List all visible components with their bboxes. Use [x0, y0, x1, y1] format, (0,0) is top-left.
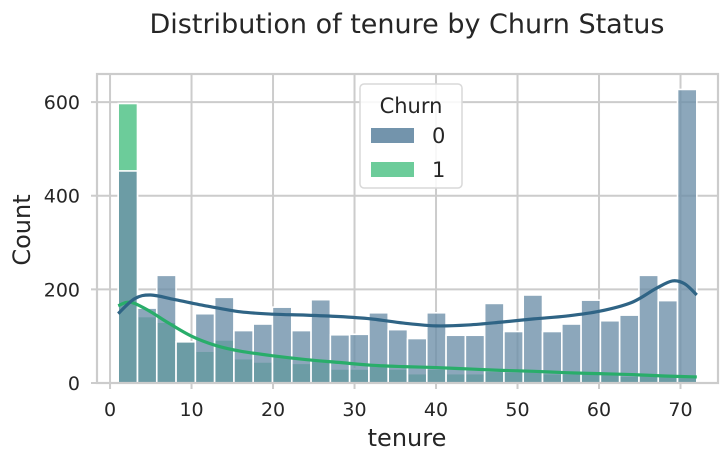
legend-title: Churn: [380, 94, 443, 118]
y-axis-label: Count: [8, 194, 36, 265]
kde-line-churn-1: [117, 300, 697, 379]
x-axis-label: tenure: [368, 424, 447, 452]
legend-swatch-churn-0: [371, 128, 414, 143]
x-tick-label: 0: [104, 399, 116, 421]
y-tick-label: 0: [68, 373, 80, 395]
bar-churn-0: [387, 328, 409, 384]
x-tick-label: 30: [342, 399, 366, 421]
bar-churn-0: [445, 334, 467, 384]
bar-churn-0: [368, 311, 390, 384]
kde-line-churn-0: [117, 279, 698, 328]
y-tick-label: 200: [44, 279, 80, 301]
legend-label-churn-1: 1: [432, 158, 445, 182]
bar-churn-0: [406, 337, 428, 384]
bar-churn-0: [155, 274, 177, 384]
bar-churn-0: [290, 329, 312, 384]
x-tick-label: 50: [505, 399, 529, 421]
bar-churn-0: [194, 312, 216, 384]
bar-churn-0: [271, 306, 293, 384]
bar-churn-0: [233, 329, 255, 384]
bar-churn-0: [310, 298, 332, 384]
bar-churn-0: [329, 333, 351, 384]
x-tick-label: 40: [424, 399, 448, 421]
x-tick-label: 70: [668, 399, 692, 421]
bar-churn-0: [136, 307, 158, 384]
bar-churn-0: [676, 88, 698, 384]
bar-churn-0: [657, 299, 679, 384]
x-tick-label: 60: [587, 399, 611, 421]
bar-churn-0: [503, 330, 525, 384]
bar-churn-0: [117, 170, 139, 384]
bar-churn-0: [348, 333, 370, 384]
legend-label-churn-0: 0: [432, 124, 445, 148]
chart-title: Distribution of tenure by Churn Status: [150, 9, 665, 40]
bar-churn-0: [175, 340, 197, 384]
plot-frame: [95, 72, 720, 385]
bar-churn-0: [541, 330, 563, 384]
x-tick-label: 20: [261, 399, 285, 421]
legend-swatch-churn-1: [371, 162, 414, 177]
bar-churn-0: [464, 334, 486, 384]
y-tick-label: 400: [44, 186, 80, 208]
y-tick-label: 600: [44, 92, 80, 114]
kde-curves: [117, 279, 698, 379]
bar-churn-0: [425, 311, 447, 384]
legend: Churn 0 1: [359, 83, 463, 189]
x-tick-label: 10: [179, 399, 203, 421]
